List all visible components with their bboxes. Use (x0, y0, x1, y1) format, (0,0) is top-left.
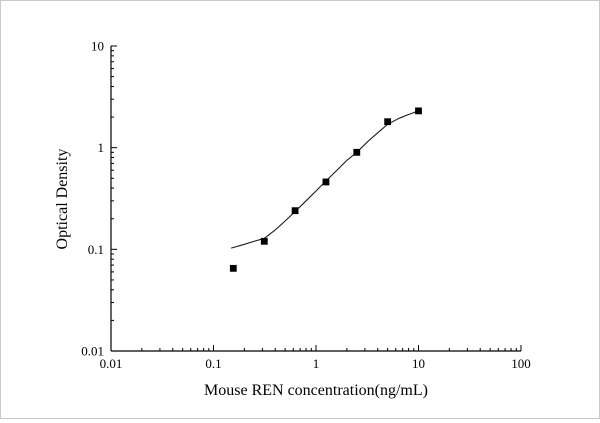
axes (110, 45, 522, 352)
data-point-marker (260, 237, 268, 245)
y-tick-label: 1 (98, 140, 105, 155)
y-tick-label: 0.1 (88, 242, 104, 257)
x-tick-label: 10 (412, 356, 425, 371)
y-tick-label: 0.01 (81, 344, 104, 359)
x-tick-label: 100 (511, 356, 531, 371)
x-axis-title: Mouse REN concentration(ng/mL) (204, 382, 428, 399)
x-tick-label: 1 (313, 356, 320, 371)
data-point-marker (353, 148, 361, 156)
data-point-marker (415, 107, 422, 115)
data-point-marker (322, 178, 330, 186)
data-point-marker (291, 207, 299, 215)
x-tick-label: 0.01 (100, 356, 123, 371)
x-tick-label: 0.1 (205, 356, 221, 371)
data-point-marker (384, 118, 392, 126)
y-axis-title: Optical Density (54, 149, 71, 250)
tick-labels: 0.01 0.1 1 10 100 0.01 0.1 1 10 (81, 39, 531, 372)
y-tick-label: 10 (91, 39, 104, 54)
data-points (229, 107, 422, 272)
data-point-marker (229, 264, 237, 272)
